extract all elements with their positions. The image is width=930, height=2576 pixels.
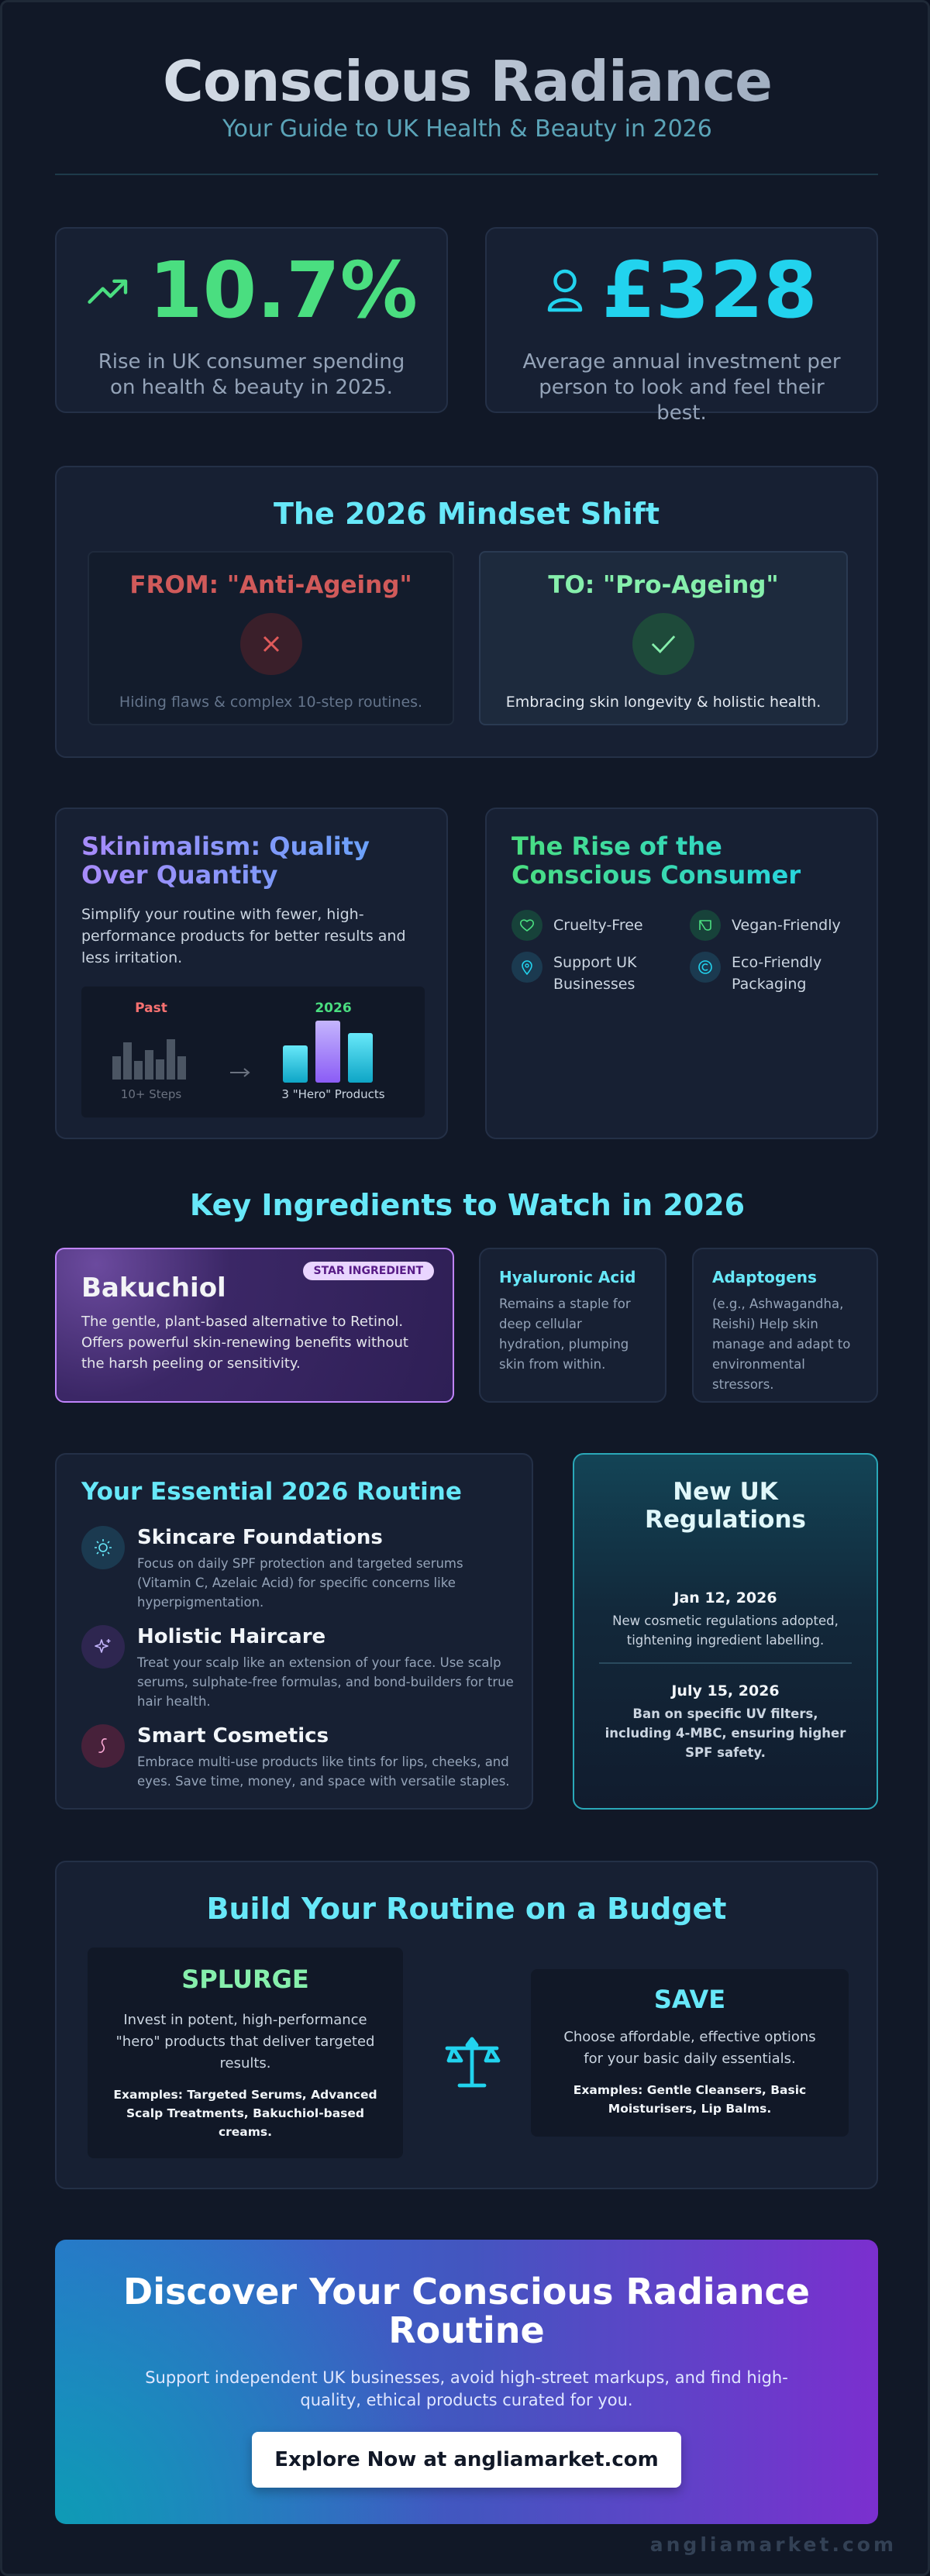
event-date: Jan 12, 2026 <box>673 1589 777 1607</box>
consumer-card: The Rise of the Conscious Consumer Cruel… <box>485 808 878 1139</box>
mini-chart: Past 10+ Steps 2026 3 "Hero" Products <box>81 987 425 1118</box>
ingredient-name: Hyaluronic Acid <box>499 1268 636 1286</box>
item-label: Eco-Friendly Packaging <box>732 954 822 993</box>
footer-brand: angliamarket.com <box>649 2533 897 2556</box>
badge: STAR INGREDIENT <box>302 1262 434 1280</box>
featured-ingredient: STAR INGREDIENT Bakuchiol The gentle, pl… <box>55 1248 454 1403</box>
card-title: New UK Regulations <box>645 1478 806 1534</box>
item-label: Support UK Businesses <box>553 954 637 993</box>
event-date: July 15, 2026 <box>671 1682 780 1700</box>
past-label: Past <box>135 1000 167 1016</box>
cta-title: Discover Your Conscious Radiance Routine <box>123 2271 810 2351</box>
consumer-item: Cruelty-Free <box>512 910 682 941</box>
recycle-icon <box>690 952 721 983</box>
sun-icon <box>81 1526 125 1569</box>
leaf-icon <box>690 910 721 941</box>
stat-value: £328 <box>601 245 818 336</box>
save-description: Choose affordable, effective options for… <box>563 2029 816 2067</box>
stat-value: 10.7% <box>149 245 418 336</box>
step-description: Treat your scalp like an extension of yo… <box>137 1655 514 1709</box>
trend-icon <box>88 279 128 304</box>
item-label: Vegan-Friendly <box>732 917 841 934</box>
skinimalism-card: Skinimalism: Quality Over Quantity Simpl… <box>55 808 448 1139</box>
consumer-item: Eco-Friendly Packaging <box>690 952 860 995</box>
brush-icon <box>81 1724 125 1768</box>
save-box: SAVE Choose affordable, effective option… <box>531 1969 849 2137</box>
card-body: Simplify your routine with fewer, high-p… <box>81 906 406 966</box>
to-box: TO: "Pro-Ageing" Embracing skin longevit… <box>479 551 848 725</box>
step-title: Smart Cosmetics <box>137 1724 329 1748</box>
scale-icon <box>445 2037 501 2088</box>
section-title: Key Ingredients to Watch in 2026 <box>189 1188 746 1222</box>
save-examples: Examples: Gentle Cleansers, Basic Moistu… <box>573 2083 807 2116</box>
routine-step: Holistic Haircare Treat your scalp like … <box>81 1625 515 1711</box>
new-label: 2026 <box>315 1000 352 1016</box>
sparkle-icon <box>81 1625 125 1669</box>
past-bars <box>112 1039 186 1080</box>
stat-description: Rise in UK consumer spending on health &… <box>98 350 405 399</box>
past-caption: 10+ Steps <box>120 1087 182 1101</box>
pin-icon <box>512 952 542 983</box>
card-title: The Rise of the Conscious Consumer <box>512 832 852 890</box>
check-icon <box>632 613 694 675</box>
step-description: Focus on daily SPF protection and target… <box>137 1556 463 1610</box>
step-title: Skincare Foundations <box>137 1526 383 1549</box>
page-title: Conscious Radiance <box>2 49 930 114</box>
divider <box>55 174 878 175</box>
stat-description: Average annual investment per person to … <box>522 350 841 425</box>
to-label: TO: "Pro-Ageing" <box>548 571 779 599</box>
step-title: Holistic Haircare <box>137 1625 326 1648</box>
save-title: SAVE <box>653 1985 726 2014</box>
to-caption: Embracing skin longevity & holistic heal… <box>505 694 822 711</box>
item-label: Cruelty-Free <box>553 917 643 934</box>
from-label: FROM: "Anti-Ageing" <box>129 571 412 599</box>
card-title: Skinimalism: Quality Over Quantity <box>81 832 422 890</box>
routine-step: Skincare Foundations Focus on daily SPF … <box>81 1526 515 1612</box>
stat-row: £328 <box>487 252 877 329</box>
stat-card: £328 Average annual investment per perso… <box>485 227 878 425</box>
splurge-title: SPLURGE <box>181 1965 309 1994</box>
splurge-description: Invest in potent, high-performance "hero… <box>115 2012 375 2071</box>
stat-row: 10.7% <box>57 252 446 329</box>
ingredient-description: (e.g., Ashwagandha, Reishi) Help skin ma… <box>712 1297 851 1392</box>
page-subtitle: Your Guide to UK Health & Beauty in 2026 <box>222 115 712 143</box>
mindset-card: The 2026 Mindset Shift FROM: "Anti-Agein… <box>55 466 878 758</box>
divider <box>599 1662 852 1664</box>
routine-step: Smart Cosmetics Embrace multi-use produc… <box>81 1724 515 1791</box>
arrow <box>230 1068 250 1077</box>
cta-button[interactable]: Explore Now at angliamarket.com <box>252 2432 681 2488</box>
x-icon <box>239 613 302 675</box>
section-title: Build Your Routine on a Budget <box>206 1892 727 1926</box>
regulations-card: New UK Regulations Jan 12, 2026 New cosm… <box>573 1453 878 1810</box>
splurge-box: SPLURGE Invest in potent, high-performan… <box>88 1947 403 2158</box>
ingredient-description: The gentle, plant-based alternative to R… <box>81 1314 408 1372</box>
stat-card: 10.7% Rise in UK consumer spending on he… <box>55 227 448 413</box>
ingredient-card: Hyaluronic Acid Remains a staple for dee… <box>479 1248 666 1403</box>
heart-icon <box>512 910 542 941</box>
ingredient-name: Adaptogens <box>712 1268 817 1286</box>
event-description: New cosmetic regulations adopted, tighte… <box>612 1613 839 1648</box>
section-title: The 2026 Mindset Shift <box>274 497 660 531</box>
splurge-examples: Examples: Targeted Serums, Advanced Scal… <box>113 2088 377 2139</box>
cta-text: Support independent UK businesses, avoid… <box>145 2368 788 2409</box>
step-description: Embrace multi-use products like tints fo… <box>137 1755 510 1789</box>
from-box: FROM: "Anti-Ageing" Hiding flaws & compl… <box>88 551 454 725</box>
ingredient-name: Bakuchiol <box>81 1273 226 1303</box>
consumer-item: Vegan-Friendly <box>690 910 860 941</box>
new-caption: 3 "Hero" Products <box>281 1087 385 1101</box>
user-icon <box>548 269 583 312</box>
cta-banner: Discover Your Conscious Radiance Routine… <box>55 2240 878 2524</box>
event-description: Ban on specific UV filters, including 4-… <box>604 1706 846 1760</box>
budget-card: Build Your Routine on a Budget SPLURGE I… <box>55 1861 878 2189</box>
ingredient-description: Remains a staple for deep cellular hydra… <box>499 1297 631 1372</box>
new-bars <box>283 1021 373 1083</box>
card-title: Your Essential 2026 Routine <box>81 1478 462 1506</box>
routine-card: Your Essential 2026 Routine Skincare Fou… <box>55 1453 533 1810</box>
consumer-item: Support UK Businesses <box>512 952 682 995</box>
ingredient-card: Adaptogens (e.g., Ashwagandha, Reishi) H… <box>692 1248 878 1403</box>
from-caption: Hiding flaws & complex 10-step routines. <box>119 694 423 711</box>
